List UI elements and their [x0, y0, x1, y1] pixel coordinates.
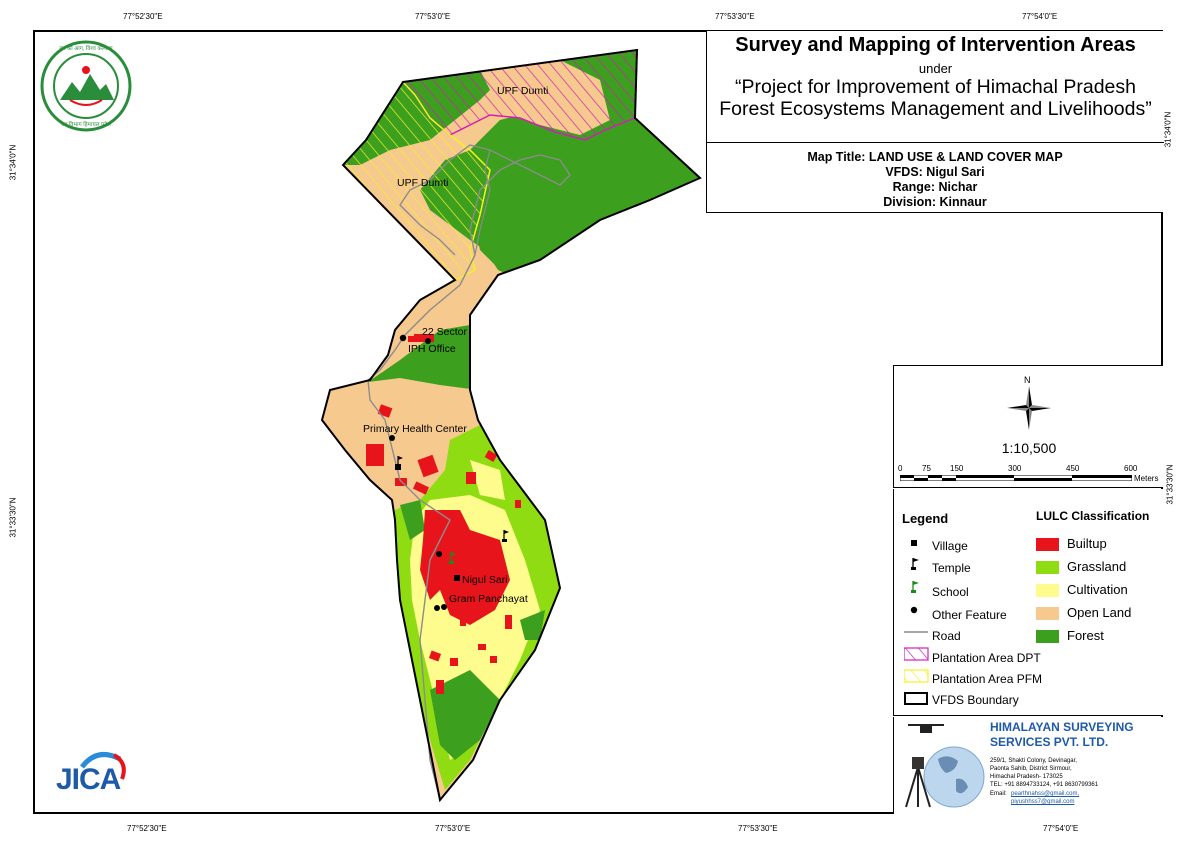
- lulc-label-grassland: Grassland: [1067, 559, 1127, 574]
- scale-bar: [900, 475, 1132, 481]
- coord-bottom-1: 77°52'30"E: [127, 824, 167, 833]
- map-info-box: Map Title: LAND USE & LAND COVER MAP VFD…: [706, 143, 1163, 213]
- label-primary-health-center: Primary Health Center: [363, 423, 467, 435]
- legend-item-plantation-pfm: Plantation Area PFM: [932, 672, 1043, 686]
- project-line-1: “Project for Improvement of Himachal Pra…: [735, 76, 1136, 98]
- scale-tick-450: 450: [1066, 464, 1080, 473]
- title-box: Survey and Mapping of Intervention Areas…: [706, 31, 1164, 143]
- legend-item-school: School: [932, 585, 969, 599]
- company-name-line1: HIMALAYAN SURVEYING: [990, 720, 1134, 734]
- company-email-1[interactable]: pearthnahss@gmail.com,: [1011, 791, 1080, 797]
- map-main-title: Survey and Mapping of Intervention Areas: [735, 34, 1136, 56]
- vfds-line: VFDS: Nigul Sari: [885, 165, 985, 179]
- company-box: HIMALAYAN SURVEYING SERVICES PVT. LTD. 2…: [893, 717, 1163, 814]
- scale-tick-300: 300: [1008, 464, 1022, 473]
- coord-bottom-3: 77°53'30"E: [738, 824, 778, 833]
- project-line-2: Forest Ecosystems Management and Livelih…: [719, 98, 1152, 120]
- coord-bottom-2: 77°53'0"E: [435, 824, 471, 833]
- temple-flag-icon: [911, 558, 919, 570]
- legend-box: Legend LULC Classification Village Templ…: [893, 489, 1163, 716]
- legend-symbols: [904, 540, 929, 705]
- company-address-1: 259/1, Shakti Colony, Devinagar,: [990, 758, 1077, 764]
- north-label: N: [1024, 375, 1031, 385]
- school-flag-icon: [911, 581, 919, 593]
- legend-item-village: Village: [932, 539, 968, 553]
- lulc-label-forest: Forest: [1067, 628, 1104, 643]
- coord-top-3: 77°53'30"E: [715, 12, 755, 21]
- north-arrow-icon: [1007, 386, 1051, 430]
- legend-item-temple: Temple: [932, 561, 971, 575]
- scale-box: N 1:10,500 0 75 150 300 450 600 Meters: [893, 365, 1163, 488]
- title-under: under: [918, 61, 953, 76]
- label-upf-dumti-south: UPF Dumti: [397, 177, 449, 189]
- lulc-swatch-forest: [1036, 630, 1059, 643]
- scale-tick-600: 600: [1124, 464, 1138, 473]
- company-email-2[interactable]: piyushhss7@gmail.com: [1011, 799, 1075, 805]
- label-upf-dumti-north: UPF Dumti: [497, 85, 549, 97]
- label-22-sector: 22 Sector: [422, 326, 467, 338]
- company-address-3: Himachal Pradesh- 173025: [990, 774, 1063, 780]
- lulc-swatch-open-land: [1036, 607, 1059, 620]
- label-iph-office: IPH Office: [408, 343, 456, 355]
- scale-tick-150: 150: [950, 464, 964, 473]
- surveying-logo-icon: [905, 724, 985, 808]
- lulc-swatch-grassland: [1036, 561, 1059, 574]
- coord-top-2: 77°53'0"E: [415, 12, 451, 21]
- division-line: Division: Kinnaur: [883, 195, 987, 209]
- lulc-heading: LULC Classification: [1036, 509, 1150, 523]
- lulc-swatch-cultivation: [1036, 584, 1059, 597]
- lulc-label-open-land: Open Land: [1067, 605, 1132, 620]
- label-nigul-sari: Nigul Sari: [462, 574, 508, 586]
- legend-item-plantation-dpt: Plantation Area DPT: [932, 651, 1041, 665]
- range-line: Range: Nichar: [892, 180, 978, 194]
- jica-logo: JICA: [52, 745, 132, 805]
- dot-icon: [910, 606, 918, 614]
- company-address-2: Paonta Sahib, District Sirmour,: [990, 766, 1072, 772]
- company-name-line2: SERVICES PVT. LTD.: [990, 735, 1109, 749]
- village-square-icon: [911, 540, 917, 546]
- scale-ratio: 1:10,500: [1001, 440, 1057, 456]
- hp-logo-bottom-text: वन विभाग हिमाचल प्रदेश: [61, 122, 111, 128]
- label-gram-panchayat: Gram Panchayat: [449, 593, 528, 605]
- coord-top-4: 77°54'0"E: [1022, 12, 1058, 21]
- scale-unit: Meters: [1134, 474, 1159, 483]
- hp-logo-top-text: वन की आग, विश्व कल्याण: [59, 46, 113, 52]
- legend-item-other-feature: Other Feature: [932, 608, 1007, 622]
- coord-top-1: 77°52'30"E: [123, 12, 163, 21]
- scale-tick-0: 0: [898, 464, 903, 473]
- jica-wordmark: JICA: [56, 763, 121, 796]
- coord-bottom-4: 77°54'0"E: [1043, 824, 1079, 833]
- hatch-yellow-icon: [904, 669, 929, 683]
- lulc-label-cultivation: Cultivation: [1067, 582, 1128, 597]
- company-phone: TEL: +91 8894733124, +91 8630799361: [990, 782, 1099, 788]
- scale-tick-75: 75: [922, 464, 931, 473]
- hp-forest-logo: वन की आग, विश्व कल्याण वन विभाग हिमाचल प…: [40, 40, 132, 132]
- lulc-label-builtup: Builtup: [1067, 536, 1107, 551]
- legend-item-road: Road: [932, 629, 961, 643]
- legend-heading: Legend: [902, 511, 949, 526]
- map-title-line: Map Title: LAND USE & LAND COVER MAP: [807, 150, 1063, 164]
- boundary-box-icon: [904, 692, 928, 705]
- lulc-swatch-builtup: [1036, 538, 1059, 551]
- hatch-magenta-icon: [904, 647, 929, 661]
- company-email-label: Email:: [990, 791, 1007, 797]
- legend-item-vfds-boundary: VFDS Boundary: [932, 693, 1019, 707]
